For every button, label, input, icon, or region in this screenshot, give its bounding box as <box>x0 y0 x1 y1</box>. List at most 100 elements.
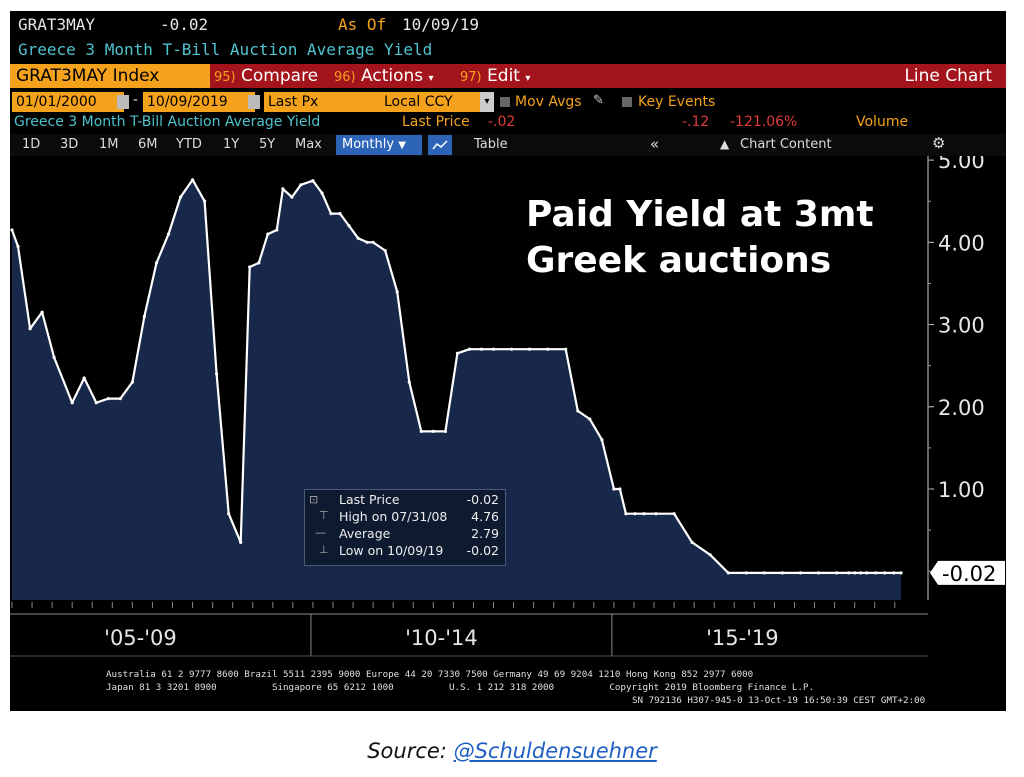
chevron-down-icon: ▾ <box>525 73 531 84</box>
data-point <box>642 512 646 516</box>
last-price-label: Last Price <box>402 114 470 130</box>
data-point <box>690 540 694 544</box>
data-point <box>383 249 387 253</box>
data-point <box>431 429 435 433</box>
x-tick-label: '15-'19 <box>706 626 779 650</box>
annotation-line-1: Paid Yield at 3mt <box>526 194 874 235</box>
checkbox-mov-avgs[interactable] <box>500 97 510 107</box>
actions-number: 96) <box>334 70 356 85</box>
pencil-icon[interactable]: ✎ <box>593 93 604 108</box>
data-point <box>798 571 803 575</box>
data-point <box>588 417 592 421</box>
data-point <box>130 380 134 384</box>
data-point <box>443 429 447 433</box>
stats-label-low: Low on 10/09/19 <box>339 543 444 558</box>
data-point <box>52 355 56 359</box>
chevron-down-icon: ▾ <box>428 73 434 84</box>
data-point <box>329 212 333 216</box>
data-point <box>320 191 324 195</box>
index-field[interactable]: GRAT3MAY Index <box>10 64 214 88</box>
data-point <box>847 571 851 575</box>
data-point <box>708 553 712 557</box>
data-point <box>281 187 285 191</box>
actions-menu[interactable]: 96) Actions ▾ <box>328 64 456 88</box>
security-description: Greece 3 Month T-Bill Auction Average Yi… <box>18 40 433 59</box>
data-point <box>467 347 471 351</box>
data-point <box>203 199 207 203</box>
compare-menu[interactable]: 95) Compare <box>210 64 326 88</box>
data-point <box>82 376 86 380</box>
y-tick-label: 4.00 <box>938 231 985 255</box>
data-point <box>215 372 219 376</box>
stats-label-last: Last Price <box>339 492 400 507</box>
data-point <box>290 195 294 199</box>
period-1y[interactable]: 1Y <box>223 137 240 152</box>
stats-value-high: 4.76 <box>471 509 499 524</box>
data-point <box>142 314 146 318</box>
period-max[interactable]: Max <box>295 137 322 152</box>
price-field[interactable]: Last Px <box>264 92 380 112</box>
calendar-icon[interactable] <box>117 95 129 109</box>
compare-number: 95) <box>214 70 236 85</box>
data-point <box>16 244 20 248</box>
change-value: -.12 <box>682 114 710 130</box>
data-point <box>407 380 411 384</box>
footer-contacts-line-1: Australia 61 2 9777 8600 Brazil 5511 239… <box>106 669 754 680</box>
average-marker-icon: — <box>315 526 326 539</box>
gear-icon[interactable]: ⚙ <box>932 134 946 152</box>
stats-label-high: High on 07/31/08 <box>339 509 448 524</box>
data-point <box>28 327 32 331</box>
source-link[interactable]: @Schuldensuehner <box>453 739 657 763</box>
period-3d[interactable]: 3D <box>60 137 79 152</box>
period-5y[interactable]: 5Y <box>259 137 276 152</box>
currency-field[interactable]: Local CCY <box>380 92 482 112</box>
edit-number: 97) <box>460 70 482 85</box>
series-area <box>12 179 901 601</box>
data-point <box>154 261 159 265</box>
data-point <box>528 347 532 351</box>
data-point <box>70 401 74 405</box>
series-legend: Greece 3 Month T-Bill Auction Average Yi… <box>14 114 321 130</box>
calendar-icon[interactable] <box>248 95 260 109</box>
frequency-select[interactable]: Monthly ▼ <box>336 135 422 155</box>
edit-menu[interactable]: 97) Edit ▾ <box>456 64 546 88</box>
pct-change-value: -121.06% <box>730 114 798 130</box>
table-button[interactable]: Table <box>474 137 508 152</box>
data-point <box>762 571 767 575</box>
checkbox-key-events[interactable] <box>622 97 632 107</box>
data-point <box>365 240 369 244</box>
yield-chart: 5.00 4.00 3.00 2.00 1.00 '05-'09 '10-'14 '15-'1… <box>10 156 1006 661</box>
source-caption: Source: @Schuldensuehner <box>0 739 1024 763</box>
mov-avgs-label: Mov Avgs <box>515 94 582 110</box>
start-date-field[interactable]: 01/01/2000 <box>12 92 124 112</box>
data-point <box>892 571 896 575</box>
series-line <box>10 178 901 574</box>
stats-label-average: Average <box>339 526 391 541</box>
chart-content-button[interactable]: Chart Content <box>740 137 832 152</box>
high-marker-icon: ⊤ <box>319 509 329 522</box>
period-1m[interactable]: 1M <box>99 137 119 152</box>
line-chart-icon[interactable] <box>428 135 452 155</box>
period-6m[interactable]: 6M <box>138 137 158 152</box>
last-value-tag-text: -0.02 <box>942 562 996 586</box>
low-marker-icon: ⊥ <box>319 543 329 556</box>
y-tick-label: 2.00 <box>938 396 985 420</box>
data-point <box>94 401 98 405</box>
period-toolbar <box>10 134 1006 156</box>
y-tick-label: 5.00 <box>938 156 985 173</box>
change-value: -0.02 <box>160 15 209 34</box>
period-1d[interactable]: 1D <box>22 137 41 152</box>
collapse-left-icon[interactable]: « <box>650 135 660 153</box>
y-tick-label: 1.00 <box>938 478 985 502</box>
data-point <box>248 265 252 269</box>
annotation-line-2: Greek auctions <box>526 240 831 281</box>
data-point <box>338 212 342 216</box>
chart-type-label[interactable]: Line Chart <box>904 66 992 86</box>
data-point <box>654 512 658 516</box>
bloomberg-terminal: GRAT3MAY -0.02 As Of 10/09/19 Greece 3 M… <box>10 11 1006 711</box>
chevron-down-icon[interactable]: ▾ <box>480 92 494 112</box>
data-point <box>239 540 243 544</box>
end-date-field[interactable]: 10/09/2019 <box>143 92 255 112</box>
period-ytd[interactable]: YTD <box>176 137 202 152</box>
x-tick-label: '05-'09 <box>104 626 177 650</box>
